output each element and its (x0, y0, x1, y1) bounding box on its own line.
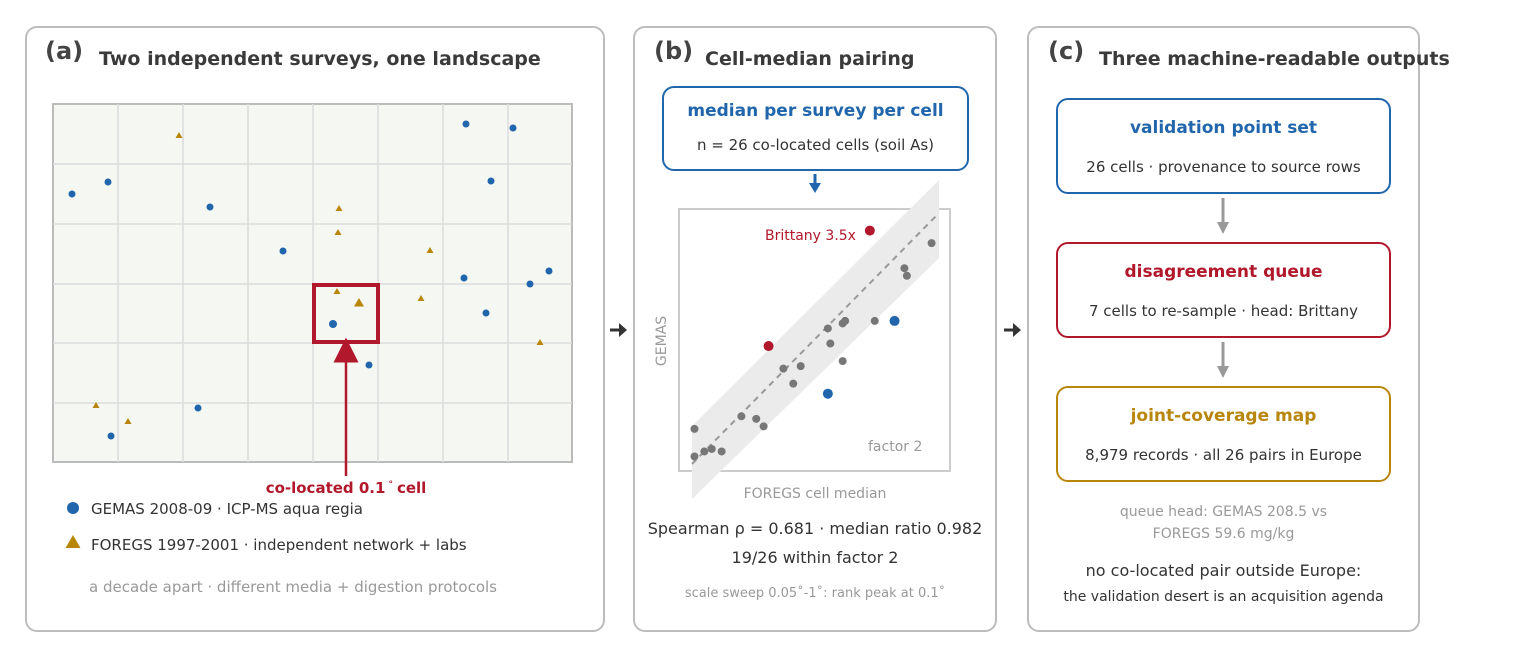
colocated-cell-label: co-located 0.1 ° cell (266, 479, 427, 497)
gemas-point (68, 190, 76, 198)
gemas-point (194, 404, 202, 412)
gemas-points (68, 120, 553, 440)
panel-b-title: Cell-median pairing (705, 48, 915, 70)
legend-foregs-marker (65, 535, 81, 548)
panel-a-title: Two independent surveys, one landscape (99, 48, 541, 70)
cell-point (902, 271, 911, 280)
highlight-gemas-point (889, 315, 900, 326)
output-box-coverage-sub: 8,979 records · all 26 pairs in Europe (1085, 446, 1362, 464)
stat-line-3: scale sweep 0.05˚-1˚: rank peak at 0.1˚ (685, 585, 945, 601)
gemas-point (526, 280, 534, 288)
cell-point (927, 239, 936, 248)
output-box-disagreement-sub: 7 cells to re-sample · head: Brittany (1088, 302, 1359, 320)
cell-point (737, 412, 746, 421)
panel-c-title: Three machine-readable outputs (1099, 48, 1450, 70)
gemas-point (107, 432, 115, 440)
cell-point (823, 324, 832, 333)
stat-line-1: Spearman ρ = 0.681 · median ratio 0.982 (648, 519, 983, 538)
foregs-point (536, 339, 544, 345)
gemas-point (482, 309, 490, 317)
arrow-validation-to-disagreement (1217, 222, 1229, 234)
gemas-point (487, 177, 495, 185)
cell-point (826, 339, 835, 348)
queue-note-line1: queue head: GEMAS 208.5 vs (1119, 504, 1328, 520)
foregs-point (175, 132, 183, 138)
gemas-point (104, 178, 112, 186)
foregs-point (92, 402, 100, 408)
arrow-disagreement-to-coverage (1217, 366, 1229, 378)
output-box-disagreement-title: disagreement queue (1124, 262, 1323, 282)
cell-point (838, 357, 847, 366)
foregs-point (417, 295, 425, 301)
cell-point (900, 264, 909, 273)
queue-note-line2: FOREGS 59.6 mg/kg (1152, 526, 1295, 542)
final-note-line1: no co-located pair outside Europe: (1085, 561, 1362, 580)
scatter-ylabel: GEMAS (654, 316, 670, 366)
gemas-point (365, 361, 373, 369)
panel-c-label: (c) (1048, 37, 1085, 65)
foregs-point (333, 288, 341, 294)
cell-point (690, 452, 699, 461)
pairing-box-title: median per survey per cell (687, 101, 944, 121)
disagreement-point (763, 341, 774, 352)
final-note-line2: the validation desert is an acquisition … (1063, 589, 1384, 605)
legend-foregs-label: FOREGS 1997-2001 · independent network +… (91, 536, 467, 554)
legend-gemas-label: GEMAS 2008-09 · ICP-MS aqua regia (91, 500, 363, 518)
cell-point (789, 379, 798, 388)
pairing-stats: Spearman ρ = 0.681 · median ratio 0.982 … (648, 519, 983, 601)
map-legend: GEMAS 2008-09 · ICP-MS aqua regia FOREGS… (65, 500, 497, 596)
output-box-coverage: joint-coverage map 8,979 records · all 2… (1056, 386, 1391, 482)
flow-arrows (610, 174, 1229, 378)
highlight-gemas-point (822, 388, 833, 399)
gemas-point (206, 203, 214, 211)
output-box-validation-sub: 26 cells · provenance to source rows (1086, 158, 1361, 176)
panel-a-footnote: a decade apart · different media + diges… (89, 578, 497, 596)
cell-point (690, 424, 699, 433)
pairing-box: median per survey per cell n = 26 co-loc… (662, 86, 969, 171)
legend-gemas-marker (67, 502, 79, 514)
scatter-xlabel: FOREGS cell median (744, 486, 887, 502)
foregs-point (124, 418, 132, 424)
foregs-point (354, 298, 364, 307)
pairing-scatter: Brittany 3.5x factor 2 FOREGS cell media… (654, 180, 951, 502)
cell-point (707, 444, 716, 453)
disagreement-point (864, 225, 875, 236)
cell-point (870, 316, 879, 325)
one-to-one-line (691, 212, 940, 465)
gemas-point (462, 120, 470, 128)
cell-point (796, 362, 805, 371)
pairing-box-subtitle: n = 26 co-located cells (soil As) (696, 136, 935, 154)
cell-point (700, 447, 709, 456)
panel-b-label: (b) (654, 37, 694, 65)
output-box-coverage-title: joint-coverage map (1130, 406, 1317, 426)
foregs-point (334, 229, 342, 235)
arrow-a-to-b (619, 323, 627, 337)
cell-point (841, 316, 850, 325)
arrow-box-to-plot (809, 183, 821, 193)
cell-point (717, 447, 726, 456)
cell-point (752, 414, 761, 423)
foregs-point (335, 205, 343, 211)
output-box-validation: validation point set 26 cells · provenan… (1056, 98, 1391, 194)
gemas-point (509, 124, 517, 132)
factor2-label: factor 2 (868, 439, 922, 455)
gemas-point (460, 274, 468, 282)
panel-a-label: (a) (45, 37, 84, 65)
foregs-points (92, 132, 544, 424)
panel-c: (c) Three machine-readable outputs valid… (1027, 26, 1450, 632)
cell-point (779, 364, 788, 373)
output-box-validation-title: validation point set (1129, 118, 1318, 138)
survey-map: co-located 0.1 ° cell (52, 103, 573, 497)
arrow-b-to-c (1013, 323, 1021, 337)
outlier-label: Brittany 3.5x (765, 228, 856, 244)
gemas-point (329, 320, 337, 328)
gemas-point (545, 267, 553, 275)
cell-point (759, 422, 768, 431)
foregs-point (426, 247, 434, 253)
gemas-point (279, 247, 287, 255)
output-box-disagreement: disagreement queue 7 cells to re-sample … (1056, 242, 1391, 338)
stat-line-2: 19/26 within factor 2 (732, 548, 899, 567)
